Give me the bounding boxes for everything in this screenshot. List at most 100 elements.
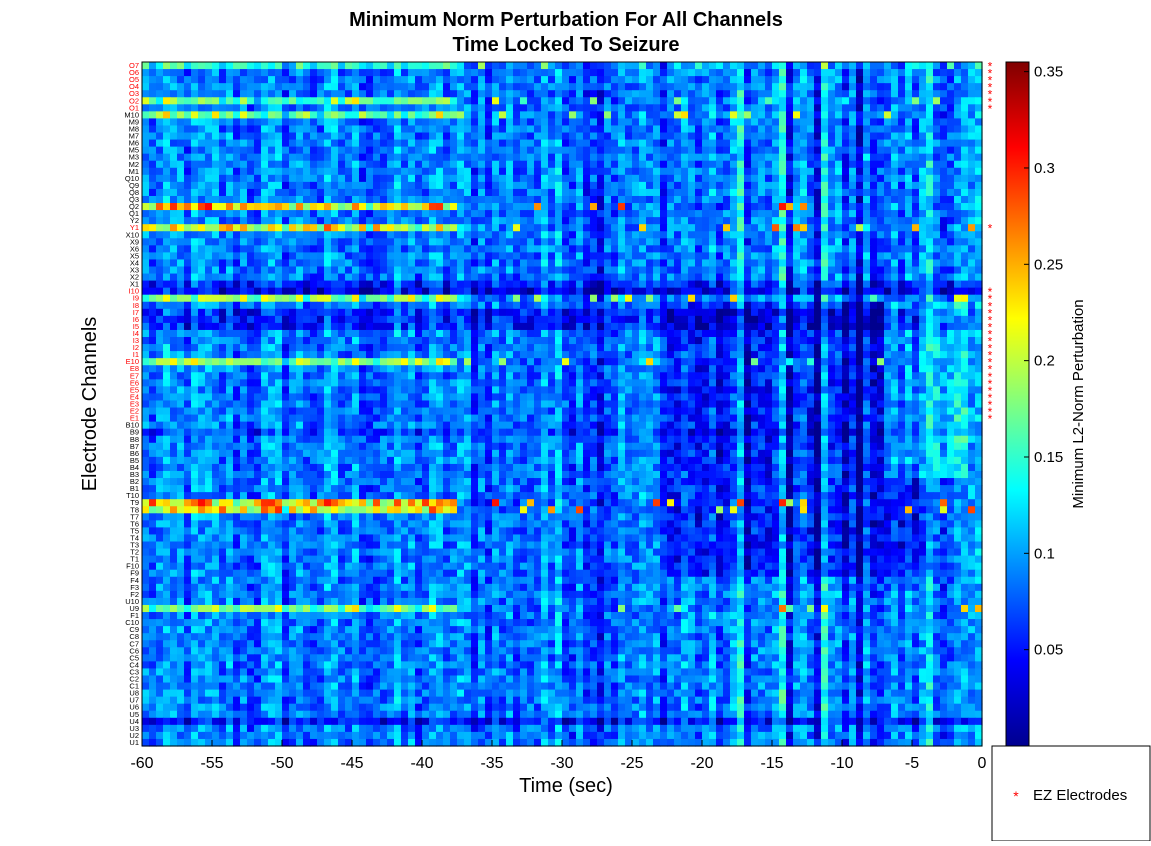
- heatmap-cell: [618, 316, 626, 324]
- heatmap-cell: [170, 231, 178, 239]
- heatmap-cell: [688, 210, 696, 218]
- heatmap-cell: [394, 323, 402, 331]
- heatmap-cell: [926, 133, 934, 141]
- heatmap-cell: [702, 147, 710, 155]
- heatmap-cell: [975, 302, 983, 310]
- heatmap-cell: [548, 288, 556, 296]
- heatmap-cell: [751, 316, 759, 324]
- heatmap-cell: [975, 97, 983, 105]
- heatmap-cell: [240, 238, 248, 246]
- heatmap-cell: [345, 90, 353, 98]
- heatmap-cell: [569, 147, 577, 155]
- heatmap-cell: [464, 97, 472, 105]
- heatmap-cell: [450, 90, 458, 98]
- heatmap-cell: [639, 203, 647, 211]
- heatmap-cell: [506, 288, 514, 296]
- heatmap-cell: [576, 118, 584, 126]
- heatmap-cell: [716, 90, 724, 98]
- heatmap-cell: [408, 76, 416, 84]
- heatmap-cell: [303, 281, 311, 289]
- heatmap-cell: [912, 330, 920, 338]
- heatmap-cell: [555, 288, 563, 296]
- heatmap-cell: [513, 182, 521, 190]
- heatmap-cell: [737, 274, 745, 282]
- heatmap-cell: [408, 323, 416, 331]
- heatmap-cell: [310, 175, 318, 183]
- heatmap-cell: [415, 231, 423, 239]
- heatmap-cell: [709, 147, 717, 155]
- heatmap-cell: [527, 111, 535, 119]
- heatmap-cell: [513, 274, 521, 282]
- heatmap-cell: [226, 259, 234, 267]
- heatmap-cell: [583, 196, 591, 204]
- heatmap-cell: [898, 83, 906, 91]
- heatmap-cell: [611, 133, 619, 141]
- heatmap-cell: [331, 62, 339, 70]
- heatmap-cell: [793, 203, 801, 211]
- heatmap-cell: [695, 154, 703, 162]
- heatmap-cell: [807, 168, 815, 176]
- heatmap-cell: [177, 196, 185, 204]
- heatmap-cell: [163, 175, 171, 183]
- heatmap-cell: [821, 133, 829, 141]
- heatmap-cell: [240, 104, 248, 112]
- heatmap-cell: [653, 281, 661, 289]
- heatmap-cell: [940, 252, 948, 260]
- heatmap-cell: [513, 217, 521, 225]
- heatmap-cell: [338, 90, 346, 98]
- heatmap-cell: [254, 140, 262, 148]
- heatmap-cell: [716, 104, 724, 112]
- heatmap-cell: [149, 259, 157, 267]
- heatmap-cell: [835, 90, 843, 98]
- heatmap-cell: [688, 281, 696, 289]
- heatmap-cell: [345, 210, 353, 218]
- heatmap-cell: [856, 168, 864, 176]
- heatmap-cell: [870, 69, 878, 77]
- heatmap-cell: [170, 76, 178, 84]
- heatmap-cell: [247, 118, 255, 126]
- heatmap-cell: [457, 97, 465, 105]
- heatmap-cell: [625, 309, 633, 317]
- heatmap-cell: [247, 274, 255, 282]
- heatmap-cell: [513, 161, 521, 169]
- heatmap-cell: [625, 259, 633, 267]
- heatmap-cell: [366, 175, 374, 183]
- heatmap-cell: [219, 245, 227, 253]
- heatmap-cell: [303, 266, 311, 274]
- heatmap-cell: [317, 266, 325, 274]
- heatmap-cell: [268, 111, 276, 119]
- heatmap-cell: [968, 140, 976, 148]
- heatmap-cell: [751, 154, 759, 162]
- heatmap-cell: [541, 224, 549, 232]
- heatmap-cell: [639, 140, 647, 148]
- heatmap-cell: [646, 154, 654, 162]
- heatmap-cell: [870, 259, 878, 267]
- heatmap-cell: [779, 323, 787, 331]
- heatmap-cell: [835, 224, 843, 232]
- heatmap-cell: [632, 309, 640, 317]
- heatmap-cell: [345, 224, 353, 232]
- heatmap-cell: [520, 133, 528, 141]
- heatmap-cell: [807, 288, 815, 296]
- heatmap-cell: [275, 252, 283, 260]
- heatmap-cell: [562, 274, 570, 282]
- heatmap-cell: [485, 90, 493, 98]
- heatmap-cell: [695, 266, 703, 274]
- heatmap-cell: [156, 224, 164, 232]
- heatmap-cell: [891, 125, 899, 133]
- heatmap-cell: [632, 217, 640, 225]
- heatmap-cell: [170, 259, 178, 267]
- heatmap-cell: [576, 330, 584, 338]
- heatmap-cell: [751, 281, 759, 289]
- heatmap-cell: [772, 196, 780, 204]
- heatmap-cell: [590, 189, 598, 197]
- heatmap-cell: [828, 203, 836, 211]
- heatmap-cell: [618, 295, 626, 303]
- heatmap-cell: [429, 83, 437, 91]
- heatmap-cell: [310, 69, 318, 77]
- heatmap-cell: [478, 111, 486, 119]
- heatmap-cell: [667, 210, 675, 218]
- heatmap-cell: [779, 266, 787, 274]
- heatmap-cell: [261, 118, 269, 126]
- heatmap-cell: [870, 224, 878, 232]
